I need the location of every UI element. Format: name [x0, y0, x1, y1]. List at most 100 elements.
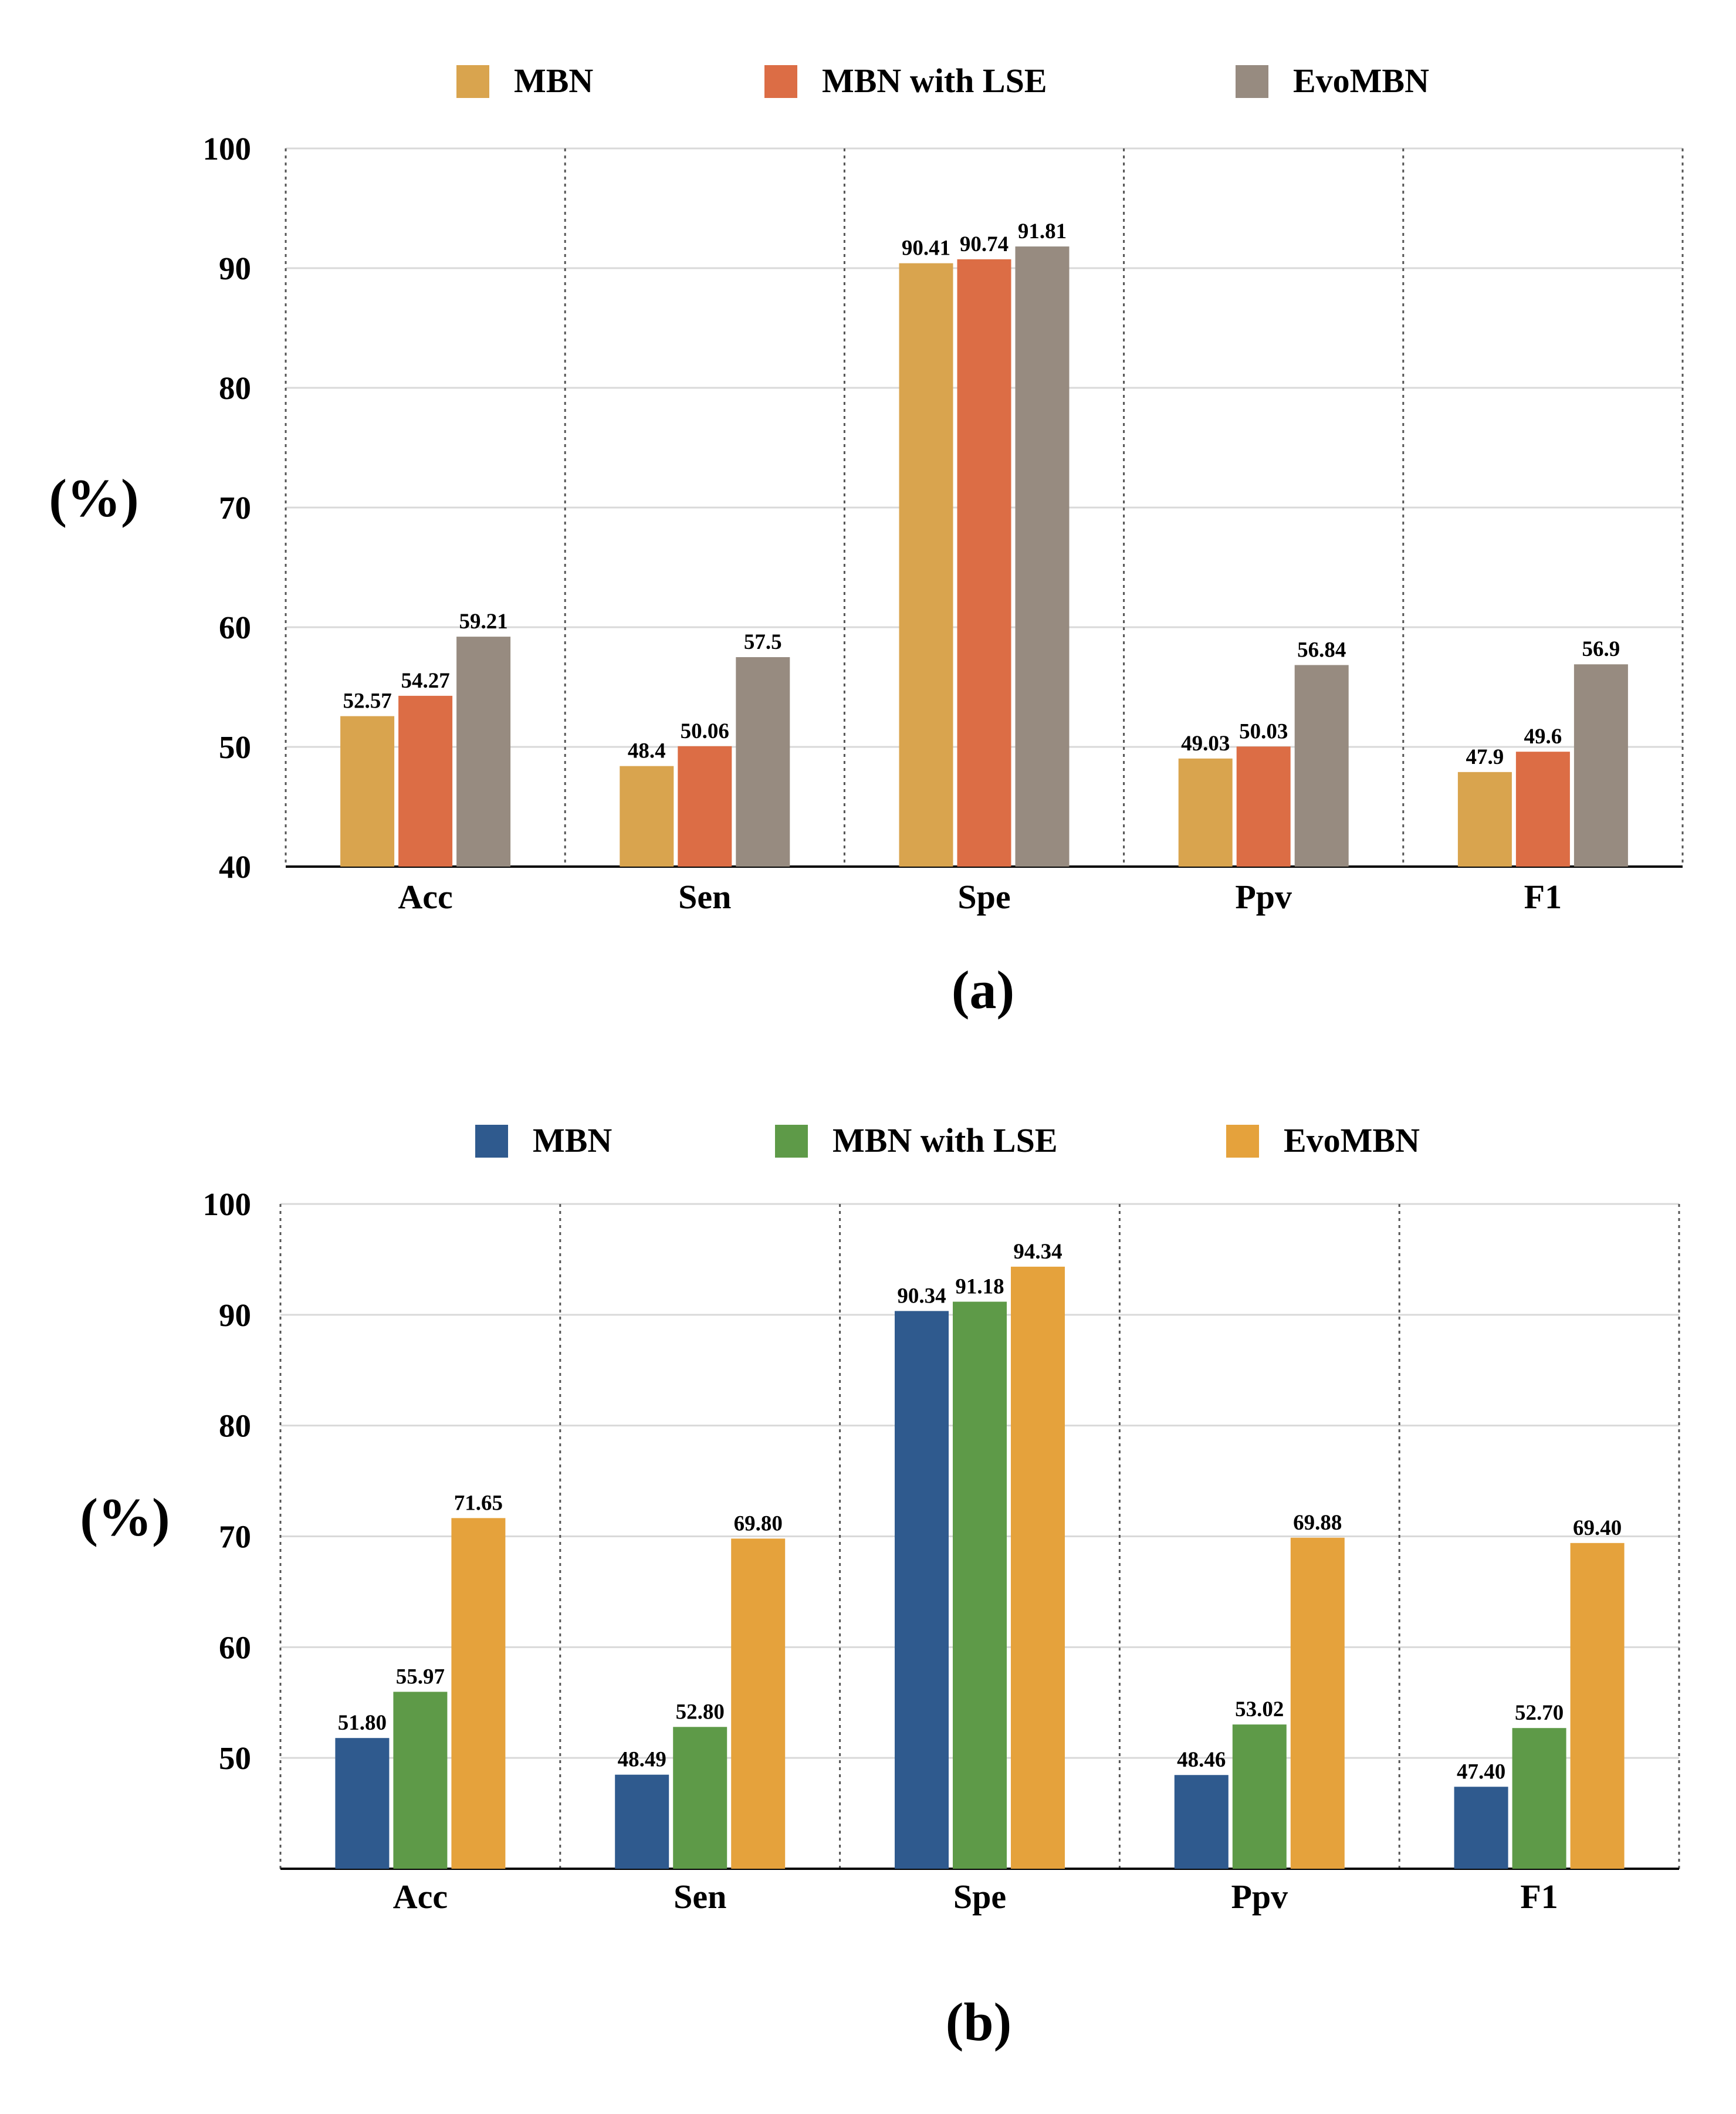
bar-mbn-with-lse-spe: [957, 259, 1011, 867]
data-label: 54.27: [401, 669, 449, 693]
data-label: 69.88: [1293, 1511, 1342, 1535]
legend-swatch: [1226, 1125, 1259, 1158]
bar-mbn-ppv: [1178, 758, 1233, 867]
data-label: 48.49: [618, 1748, 666, 1772]
y-tick-label: 80: [219, 370, 251, 406]
data-label: 69.40: [1573, 1516, 1622, 1540]
bar-evombn-sen: [736, 657, 790, 867]
data-label: 71.65: [454, 1491, 503, 1515]
legend-swatch: [475, 1125, 508, 1158]
y-tick-label: 60: [219, 1629, 251, 1665]
y-tick-label: 70: [219, 1519, 251, 1555]
x-tick-label: Sen: [678, 878, 731, 916]
bar-mbn-with-lse-sen: [678, 746, 732, 867]
y-tick-label: 100: [203, 131, 252, 167]
chart-panel-b: 50 60 70 80 90 100 51.80 55.97 71.65 Acc 48.49 52.8…: [80, 1121, 1680, 2052]
y-tick-label: 90: [219, 1297, 251, 1333]
data-label: 94.34: [1013, 1240, 1062, 1264]
data-label: 50.06: [681, 719, 729, 743]
y-tick-label: 80: [219, 1408, 251, 1444]
bar-mbn-f1: [1454, 1787, 1508, 1869]
bar-evombn-ppv: [1294, 665, 1349, 867]
legend-label: MBN: [533, 1121, 612, 1159]
bar-mbn-sen: [620, 766, 674, 867]
panel-label: (a): [952, 960, 1014, 1020]
data-label: 48.46: [1177, 1748, 1226, 1772]
x-tick-label: Acc: [398, 878, 452, 916]
bar-mbn-acc: [335, 1738, 390, 1869]
legend-label: MBN with LSE: [822, 62, 1047, 100]
data-label: 91.18: [955, 1275, 1004, 1299]
data-label: 52.80: [676, 1700, 725, 1724]
bar-evombn-ppv: [1290, 1537, 1345, 1869]
y-axis-label: (%): [80, 1487, 170, 1547]
data-label: 56.9: [1582, 637, 1620, 661]
y-tick-label: 40: [219, 849, 251, 885]
bar-mbn-with-lse-ppv: [1232, 1724, 1287, 1869]
bar-mbn-with-lse-spe: [953, 1301, 1007, 1869]
data-label: 90.34: [897, 1284, 946, 1308]
data-label: 57.5: [744, 630, 782, 654]
x-tick-label: F1: [1524, 878, 1562, 916]
bar-mbn-with-lse-acc: [398, 695, 453, 867]
bar-mbn-with-lse-f1: [1515, 752, 1570, 867]
data-label: 90.41: [902, 236, 950, 261]
bar-mbn-acc: [340, 716, 395, 867]
bar-evombn-f1: [1570, 1543, 1625, 1869]
bar-mbn-with-lse-acc: [393, 1692, 448, 1869]
bar-mbn-with-lse-f1: [1512, 1728, 1566, 1869]
legend-label: EvoMBN: [1284, 1121, 1420, 1159]
legend-swatch: [764, 65, 797, 98]
legend-label: EvoMBN: [1293, 62, 1429, 100]
x-tick-label: Spe: [957, 878, 1010, 916]
y-tick-label: 100: [203, 1186, 252, 1222]
data-label: 52.57: [343, 689, 391, 713]
data-label: 49.6: [1524, 725, 1562, 749]
y-axis-label: (%): [49, 468, 138, 528]
x-tick-label: Ppv: [1231, 1878, 1288, 1916]
data-label: 56.84: [1297, 638, 1346, 662]
legend-label: MBN: [514, 62, 593, 100]
data-label: 50.03: [1239, 719, 1288, 743]
y-tick-label: 50: [219, 1740, 251, 1776]
data-label: 90.74: [960, 232, 1009, 256]
bar-evombn-acc: [451, 1518, 506, 1869]
x-tick-label: Ppv: [1235, 878, 1292, 916]
data-label: 53.02: [1235, 1697, 1284, 1721]
bar-evombn-spe: [1015, 246, 1070, 867]
legend-swatch: [456, 65, 489, 98]
bar-mbn-spe: [899, 263, 953, 867]
panel-label: (b): [946, 1992, 1011, 2052]
legend-swatch: [775, 1125, 808, 1158]
y-tick-label: 50: [219, 729, 251, 765]
legend-swatch: [1236, 65, 1268, 98]
data-label: 47.40: [1457, 1760, 1505, 1784]
bar-evombn-f1: [1573, 664, 1628, 867]
y-tick-label: 70: [219, 490, 251, 526]
bar-evombn-acc: [456, 637, 511, 867]
data-label: 55.97: [396, 1665, 445, 1689]
bar-mbn-with-lse-sen: [673, 1727, 727, 1869]
bar-mbn-ppv: [1174, 1775, 1229, 1869]
bar-evombn-spe: [1011, 1266, 1065, 1869]
x-tick-label: F1: [1520, 1878, 1558, 1916]
data-label: 59.21: [459, 610, 507, 634]
data-label: 69.80: [734, 1511, 783, 1535]
x-tick-label: Spe: [953, 1878, 1006, 1916]
bar-mbn-f1: [1457, 772, 1512, 867]
bar-mbn-with-lse-ppv: [1236, 746, 1291, 867]
data-label: 52.70: [1515, 1701, 1564, 1725]
data-label: 49.03: [1181, 732, 1230, 756]
chart-panel-a: 40 50 60 70 80 90 100 52.57 54.27 59.21 Acc 48.4 50.…: [49, 62, 1684, 1020]
data-label: 48.4: [628, 739, 666, 763]
y-tick-label: 60: [219, 610, 251, 645]
legend-label: MBN with LSE: [833, 1121, 1058, 1159]
x-tick-label: Acc: [393, 1878, 448, 1916]
data-label: 51.80: [338, 1711, 387, 1735]
bar-mbn-sen: [615, 1774, 669, 1869]
y-tick-label: 90: [219, 251, 251, 286]
x-tick-label: Sen: [674, 1878, 726, 1916]
data-label: 91.81: [1018, 219, 1067, 243]
data-label: 47.9: [1466, 745, 1504, 769]
